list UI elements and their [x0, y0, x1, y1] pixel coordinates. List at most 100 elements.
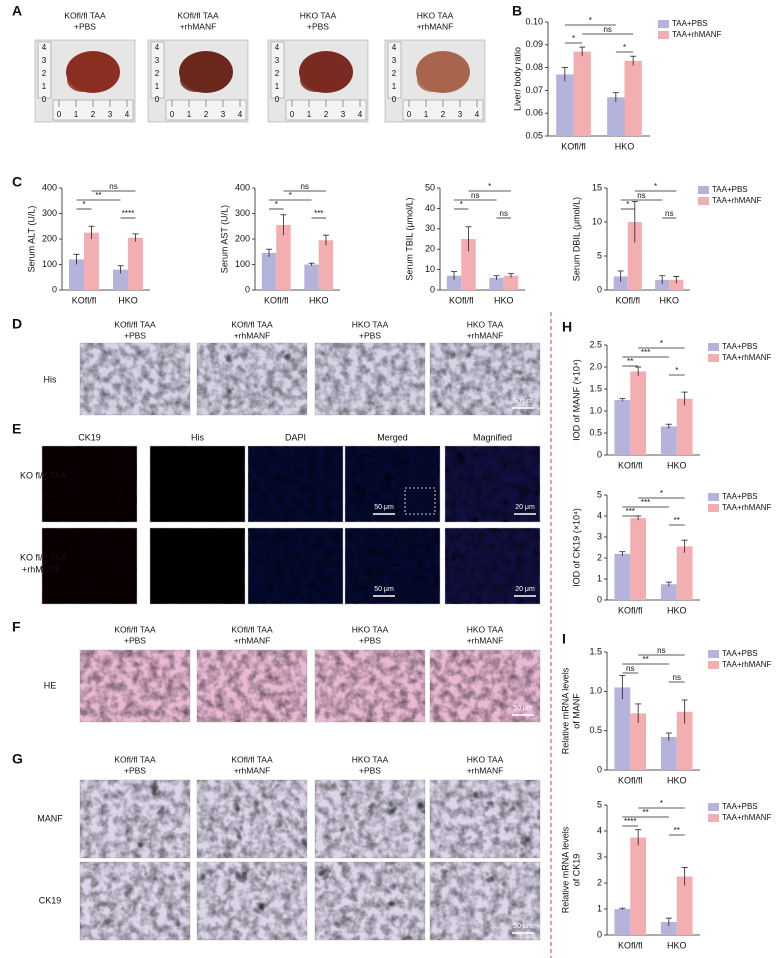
micrograph-texture: [248, 528, 343, 604]
ruler-label: 0: [290, 110, 295, 119]
legend-label: TAA+PBS: [722, 802, 758, 811]
scale-label: 50 μm: [513, 705, 533, 712]
x-tick-label: KOfl/fl: [618, 775, 643, 785]
bar: [676, 876, 693, 935]
column-header: His: [191, 432, 204, 442]
x-tick-label: KOfl/fl: [264, 295, 289, 305]
bar: [84, 232, 99, 290]
panel-letter: G: [12, 751, 23, 767]
group-header: +rhMANF: [234, 330, 271, 340]
micrograph-texture: [80, 650, 190, 722]
y-tick-label: 1.5: [589, 383, 602, 393]
group-header: KOfl/fl TAA: [231, 319, 273, 329]
significance-label: *: [572, 34, 575, 43]
legend-swatch: [708, 814, 719, 822]
y-tick-label: 1.0: [589, 405, 602, 415]
bar: [676, 711, 693, 770]
ruler-label: 0: [170, 110, 175, 119]
column-header: Magnified: [473, 432, 512, 442]
significance-label: ns: [637, 191, 645, 200]
ruler-label: 2: [392, 69, 397, 78]
y-tick-label: 50: [425, 182, 435, 192]
y-axis-label: IOD of MANF (×10⁴): [571, 359, 581, 441]
bar: [614, 909, 631, 935]
legend-label: TAA+rhMANF: [722, 503, 772, 512]
legend-label: TAA+rhMANF: [722, 660, 772, 669]
bar: [613, 276, 628, 290]
legend-swatch: [708, 343, 719, 351]
ruler-label: 1: [392, 82, 397, 91]
ruler-label: 2: [42, 69, 47, 78]
ruler-label: 4: [125, 110, 130, 119]
group-header: HKO TAA: [352, 754, 389, 764]
group-header: +PBS: [359, 635, 381, 645]
ruler: [37, 41, 52, 99]
legend-swatch: [708, 504, 719, 512]
y-tick-label: 0: [52, 284, 57, 294]
significance-label: *: [626, 200, 629, 209]
bar: [614, 400, 631, 455]
y-tick-label: 0: [597, 284, 602, 294]
legend-swatch: [658, 20, 669, 28]
y-axis-label: Relative mRNA levels: [560, 826, 570, 913]
ruler-label: 2: [324, 110, 329, 119]
bar: [660, 922, 677, 935]
group-header: +PBS: [124, 635, 146, 645]
scale-label: 20 μm: [515, 586, 535, 593]
liver-lobe: [417, 68, 449, 92]
micrograph-texture: [315, 343, 425, 415]
group-header: +PBS: [359, 765, 381, 775]
panel-letter: E: [12, 421, 21, 437]
bar: [489, 277, 504, 290]
y-tick-label: 200: [235, 233, 250, 243]
micrograph-stain: [197, 343, 307, 415]
significance-label: ns: [657, 646, 665, 655]
y-axis-label: Serum ALT (U/L): [26, 206, 36, 273]
bar: [69, 259, 84, 290]
ruler-label: 3: [155, 56, 160, 65]
panel-letter: A: [12, 3, 22, 19]
x-tick-label: HKO: [494, 295, 514, 305]
y-tick-label: 0: [597, 594, 602, 604]
significance-label: ns: [300, 182, 308, 191]
liver-lobe: [300, 68, 332, 92]
group-header: KOfl/fl TAA: [231, 624, 273, 634]
significance-label: *: [275, 200, 278, 209]
group-header: HKO TAA: [467, 319, 504, 329]
scale-label: 50 μm: [374, 586, 394, 593]
y-tick-label: 0.07: [525, 85, 543, 95]
ruler-label: 0: [57, 110, 62, 119]
ruler-label: 1: [74, 110, 79, 119]
group-header: +rhMANF: [467, 765, 504, 775]
y-tick-label: 1.5: [589, 646, 602, 656]
group-header: KOfl/fl TAA: [114, 624, 156, 634]
significance-label: ***: [641, 348, 650, 357]
y-tick-label: 5: [597, 799, 602, 809]
row-label: His: [44, 374, 57, 384]
y-tick-label: 1: [597, 903, 602, 913]
ruler-label: 0: [42, 95, 47, 104]
x-tick-label: KOfl/fl: [615, 295, 640, 305]
y-tick-label: 100: [42, 259, 57, 269]
ruler-label: 3: [392, 56, 397, 65]
ruler-label: 4: [155, 43, 160, 52]
bar: [113, 269, 128, 290]
significance-label: *: [660, 339, 663, 348]
significance-label: ns: [500, 209, 508, 218]
ruler-label: 4: [392, 43, 397, 52]
y-tick-label: 400: [42, 182, 57, 192]
significance-label: *: [589, 16, 592, 25]
x-tick-label: HKO: [667, 775, 687, 785]
panel-letter: D: [12, 316, 22, 332]
y-tick-label: 2: [597, 877, 602, 887]
y-axis-label: IOD of CK19 (×10⁴): [571, 508, 581, 587]
y-tick-label: 5: [597, 250, 602, 260]
micrograph-stain: [80, 862, 190, 940]
y-tick-label: 400: [235, 182, 250, 192]
group-header: HKO TAA: [417, 10, 454, 20]
ruler-label: 4: [238, 110, 243, 119]
y-axis-label: Serum AST (U/L): [219, 205, 229, 273]
bar: [461, 239, 476, 290]
ruler-label: 4: [358, 110, 363, 119]
